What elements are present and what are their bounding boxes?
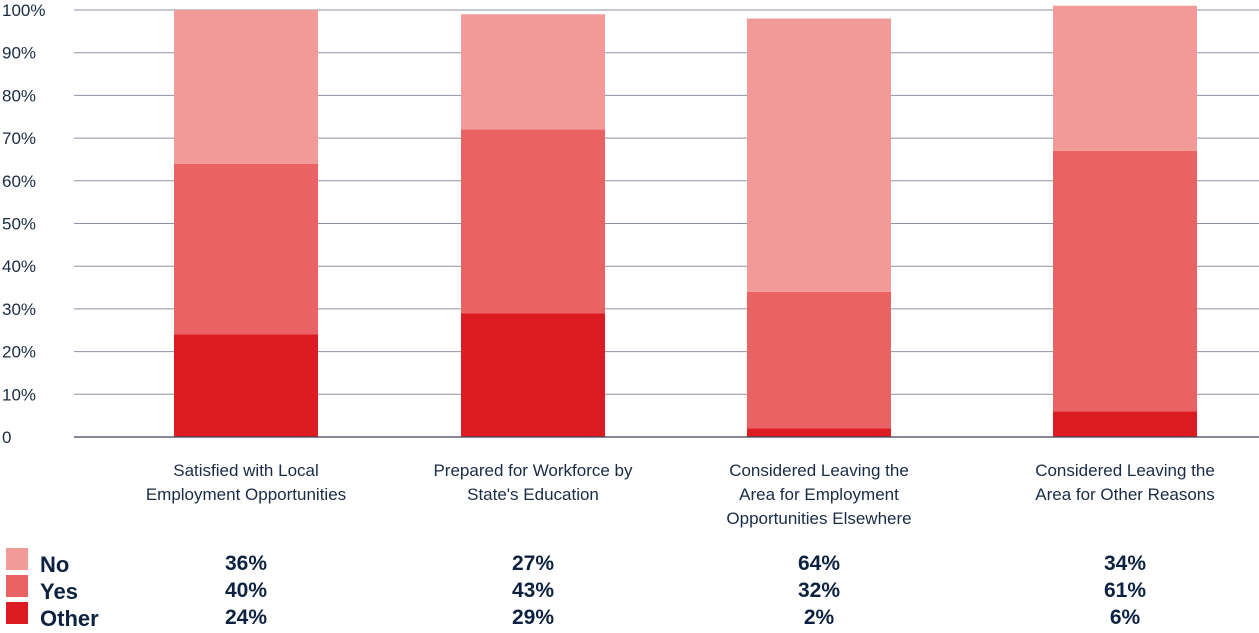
y-tick-label: 80% <box>2 86 36 105</box>
y-tick-label: 60% <box>2 172 36 191</box>
category-label: Considered Leaving the <box>1035 461 1215 480</box>
value-label-no: 36% <box>225 552 267 575</box>
legend-swatch-no <box>6 548 28 570</box>
bar-segment-other <box>174 334 318 437</box>
value-label-yes: 43% <box>512 579 554 602</box>
bar-segment-no <box>174 10 318 164</box>
y-tick-label: 0 <box>2 428 11 447</box>
category-label: Satisfied with Local <box>173 461 319 480</box>
value-label-yes: 40% <box>225 579 267 602</box>
bar-segment-no <box>1053 5 1197 151</box>
bar-segment-other <box>461 313 605 437</box>
value-label-no: 34% <box>1104 552 1146 575</box>
category-label: Area for Other Reasons <box>1035 485 1215 504</box>
legend-swatch-other <box>6 602 28 624</box>
bars <box>174 5 1197 437</box>
legend-swatch-yes <box>6 575 28 597</box>
y-tick-label: 100% <box>2 1 45 20</box>
y-tick-label: 20% <box>2 343 36 362</box>
legend-label-other: Other <box>40 606 99 631</box>
value-label-yes: 61% <box>1104 579 1146 602</box>
y-tick-label: 70% <box>2 129 36 148</box>
value-label-other: 2% <box>804 606 835 629</box>
bar-segment-yes <box>174 163 318 335</box>
bar-segment-other <box>1053 411 1197 437</box>
category-label: State's Education <box>467 485 599 504</box>
category-labels: Satisfied with Local Employment Opportuni… <box>146 461 1215 528</box>
y-tick-label: 30% <box>2 300 36 319</box>
category-label: Area for Employment <box>739 485 899 504</box>
bar-segment-no <box>461 14 605 130</box>
value-label-other: 6% <box>1110 606 1141 629</box>
value-label-yes: 32% <box>798 579 840 602</box>
bar-segment-other <box>747 428 891 437</box>
value-table: 36% 27% 64% 34% 40% 43% 32% 61% 24% 29% 2% 6% <box>225 552 1146 629</box>
bar-segment-yes <box>747 291 891 429</box>
value-label-other: 24% <box>225 606 267 629</box>
category-label: Opportunities Elsewhere <box>726 509 911 528</box>
legend-label-no: No <box>40 552 69 577</box>
bar-segment-no <box>747 18 891 292</box>
legend-label-yes: Yes <box>40 579 78 604</box>
y-tick-labels: 0 10% 20% 30% 40% 50% 60% 70% 80% 90% 100% <box>2 1 45 447</box>
value-label-other: 29% <box>512 606 554 629</box>
category-label: Considered Leaving the <box>729 461 909 480</box>
bar-segment-yes <box>1053 150 1197 412</box>
bar-segment-yes <box>461 129 605 314</box>
y-tick-label: 90% <box>2 44 36 63</box>
y-tick-label: 40% <box>2 257 36 276</box>
value-label-no: 27% <box>512 552 554 575</box>
y-tick-label: 10% <box>2 385 36 404</box>
value-label-no: 64% <box>798 552 840 575</box>
y-tick-label: 50% <box>2 215 36 234</box>
category-label: Employment Opportunities <box>146 485 346 504</box>
category-label: Prepared for Workforce by <box>433 461 633 480</box>
